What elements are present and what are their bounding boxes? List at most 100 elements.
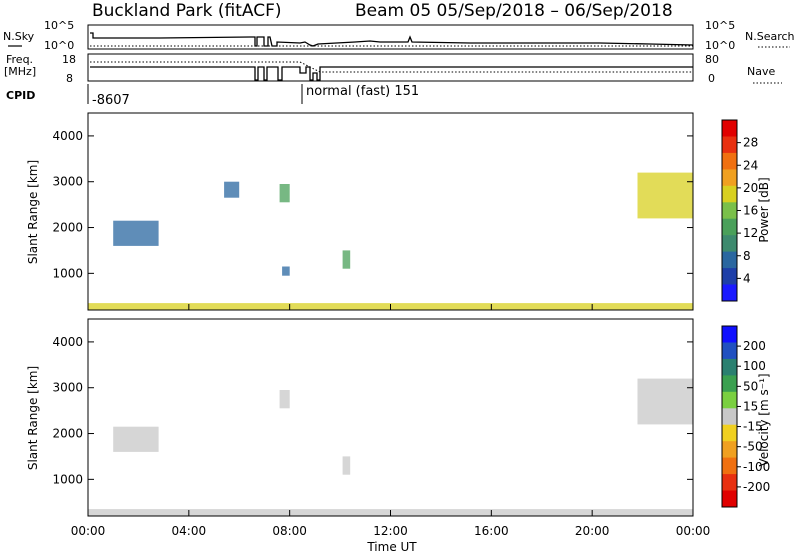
scatter-region-3 xyxy=(342,456,351,475)
y-tick-label: 4000 xyxy=(52,335,83,349)
scatter-region-4 xyxy=(637,378,693,425)
nsearch-label: N.Search xyxy=(745,30,795,43)
colorbar-segment xyxy=(722,152,737,170)
colorbar-segment xyxy=(722,490,737,508)
y-tick-label: 4000 xyxy=(52,129,83,143)
velocity-colorbar: 200 100 50 15 -15 -50 -100 -200 xyxy=(721,325,770,508)
colorbar-tick-label: -50 xyxy=(743,440,763,454)
colorbar-segment xyxy=(722,474,737,492)
colorbar-tick-label: -200 xyxy=(743,480,770,494)
x-axis-ticks: 00:00 04:00 08:00 12:00 16:00 20:00 00:00 xyxy=(71,304,711,538)
x-tick-label: 20:00 xyxy=(575,524,610,538)
freq-line xyxy=(90,66,693,81)
y-tick-label: 3000 xyxy=(52,381,83,395)
velocity-y-ticks: 1000 2000 3000 4000 xyxy=(52,335,693,486)
colorbar-tick-label: 28 xyxy=(743,136,758,150)
nsky-panel-frame xyxy=(87,24,694,50)
colorbar-tick-label: 16 xyxy=(743,204,758,218)
colorbar-segment xyxy=(722,185,737,203)
x-tick-label: 00:00 xyxy=(71,524,106,538)
colorbar-segment xyxy=(722,457,737,475)
velocity-colorbar-label: Velocity [m s⁻¹] xyxy=(757,373,771,466)
colorbar-tick-label: 15 xyxy=(743,399,758,413)
colorbar-segment xyxy=(722,218,737,236)
nave-tick-top: 80 xyxy=(705,53,719,66)
colorbar-tick-label: 200 xyxy=(743,339,766,353)
x-tick-label: 12:00 xyxy=(373,524,408,538)
nsearch-right-top-tick: 10^5 xyxy=(705,19,735,32)
title-right: Beam 05 05/Sep/2018 – 06/Sep/2018 xyxy=(355,1,673,21)
power-y-axis-label: Slant Range [km] xyxy=(26,160,40,264)
colorbar-tick-label: 12 xyxy=(743,226,758,240)
cpid-label: CPID xyxy=(6,89,35,102)
colorbar-segment xyxy=(722,169,737,187)
nsky-left-top-tick: 10^5 xyxy=(44,19,74,32)
colorbar-tick-label: -15 xyxy=(743,420,763,434)
scatter-region-3 xyxy=(282,266,290,276)
colorbar-segment xyxy=(722,342,737,360)
colorbar-tick-label: -100 xyxy=(743,460,770,474)
x-tick-label: 04:00 xyxy=(172,524,207,538)
velocity-y-axis-label: Slant Range [km] xyxy=(26,366,40,470)
nsky-line xyxy=(90,32,694,47)
nave-line xyxy=(90,61,693,73)
colorbar-segment xyxy=(722,251,737,269)
colorbar-frame xyxy=(721,325,738,508)
scatter-region-5 xyxy=(637,172,693,219)
velocity-panel: 1000 2000 3000 4000 Slant Range [km] 200 100… xyxy=(26,318,771,517)
colorbar-tick-label: 20 xyxy=(743,181,758,195)
y-tick-label: 1000 xyxy=(52,472,83,486)
nsearch-right-bottom-tick: 10^0 xyxy=(705,39,735,52)
colorbar-segment xyxy=(722,120,737,137)
nave-label: Nave xyxy=(747,65,775,78)
power-panel: 1000 2000 3000 4000 Slant Range [km] 4 8 12 16… xyxy=(26,112,771,311)
colorbar-segment xyxy=(722,326,737,343)
power-plot-background xyxy=(88,113,693,310)
y-tick-label: 2000 xyxy=(52,427,83,441)
y-tick-label: 2000 xyxy=(52,221,83,235)
scatter-region-1 xyxy=(113,220,159,246)
scatter-region-2 xyxy=(279,184,290,203)
freq-label-line1: Freq. xyxy=(6,53,33,66)
colorbar-tick-label: 24 xyxy=(743,158,758,172)
nave-tick-bottom: 0 xyxy=(708,72,715,85)
cpid-value: -8607 xyxy=(92,93,130,108)
colorbar-segment xyxy=(722,235,737,253)
power-y-ticks: 1000 2000 3000 4000 xyxy=(52,129,693,280)
x-tick-label: 16:00 xyxy=(474,524,509,538)
y-tick-label: 3000 xyxy=(52,175,83,189)
nsky-left-bottom-tick: 10^0 xyxy=(44,39,74,52)
colorbar-segment xyxy=(722,424,737,442)
freq-tick-top: 18 xyxy=(62,53,76,66)
freq-label-line2: [MHz] xyxy=(4,65,36,78)
colorbar-segment xyxy=(722,268,737,286)
colorbar-segment xyxy=(722,358,737,376)
colorbar-tick-label: 4 xyxy=(743,271,751,285)
scatter-region-1 xyxy=(113,426,159,452)
colorbar-segment xyxy=(722,284,737,302)
colorbar-tick-label: 50 xyxy=(743,379,758,393)
colorbar-segment xyxy=(722,202,737,220)
colorbar-segment xyxy=(722,408,737,426)
colorbar-segment xyxy=(722,441,737,459)
nsky-label: N.Sky xyxy=(3,30,35,43)
scatter-region-6 xyxy=(224,181,240,198)
colorbar-segment xyxy=(722,375,737,393)
freq-tick-bottom: 8 xyxy=(66,72,73,85)
colorbar-tick-label: 8 xyxy=(743,249,751,263)
power-colorbar-label: Power [dB] xyxy=(757,177,771,242)
x-tick-label: 08:00 xyxy=(272,524,307,538)
mode-label: normal (fast) 151 xyxy=(306,84,419,99)
colorbar-segment xyxy=(722,136,737,154)
power-colorbar: 4 8 12 16 20 24 28 xyxy=(721,119,758,302)
colorbar-tick-label: 100 xyxy=(743,359,766,373)
velocity-plot-background xyxy=(88,319,693,516)
colorbar-segment xyxy=(722,391,737,409)
title-left: Buckland Park (fitACF) xyxy=(92,1,282,21)
x-axis-label: Time UT xyxy=(366,540,417,554)
scatter-region-4 xyxy=(342,250,351,269)
scatter-region-2 xyxy=(279,390,290,409)
y-tick-label: 1000 xyxy=(52,266,83,280)
x-tick-label: 00:00 xyxy=(676,524,711,538)
